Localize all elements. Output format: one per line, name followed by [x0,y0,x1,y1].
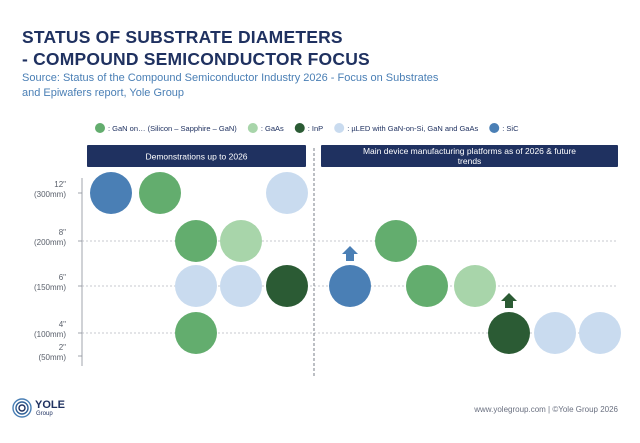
yole-logo-icon [12,398,32,418]
footer-url: www.yolegroup.com | ©Yole Group 2026 [474,405,618,414]
bubble-microled-1-3 [266,172,308,214]
legend-label-sic: : SiC [502,124,519,133]
bubble-sic-2-1 [329,265,371,307]
y-tick-label-8: 8" [59,228,66,237]
panel-header-1: Demonstrations up to 2026 [145,152,247,162]
panel-header-2: Main device manufacturing platforms as o… [363,146,576,166]
y-tick-label-4: 4" [59,320,66,329]
y-tick-label-2: 2" [59,343,66,352]
legend-swatch-microled [334,123,345,133]
chart-title-line-2: - COMPOUND SEMICONDUCTOR FOCUS [22,49,370,69]
legend-label-gaas: : GaAs [261,124,284,133]
y-tick-label-6: 6" [59,273,66,282]
bubble-gan-2-2 [375,220,417,262]
logo-sub: Group [36,410,53,417]
yole-logo: YOLE Group [12,398,65,418]
y-tick-label-12: 12" [54,180,66,189]
bubble-microled-2-7 [579,312,621,354]
panel-header-2-line-1: Main device manufacturing platforms as o… [363,146,576,156]
bubble-gan-1-9 [175,312,217,354]
y-tick-sublabel-2: (50mm) [38,353,66,362]
y-tick-sublabel-4: (100mm) [34,330,66,339]
bubble-inp-2-5 [488,312,530,354]
bubble-microled-1-6 [175,265,217,307]
bubble-inp-1-8 [266,265,308,307]
trend-up-arrow-sic [342,246,358,261]
panel-header-bg-2 [321,145,618,167]
panel-header-2-line-2: trends [458,156,482,166]
y-tick-sublabel-6: (150mm) [34,283,66,292]
legend-swatch-gaas [247,123,258,133]
bubble-gan-1-4 [175,220,217,262]
legend-swatch-inp [294,123,305,133]
bubble-gaas-2-4 [454,265,496,307]
bubble-microled-2-6 [534,312,576,354]
legend-swatch-gan [95,123,105,133]
chart-title-line-1: STATUS OF SUBSTRATE DIAMETERS [22,27,343,47]
chart-subtitle-line-2: and Epiwafers report, Yole Group [22,87,185,99]
legend-label-gan: : GaN on… (Silicon – Sapphire – GaN) [108,124,237,133]
legend-swatch-sic [489,123,500,133]
chart-subtitle-line-1: Source: Status of the Compound Semicondu… [22,72,439,84]
bubble-sic-1-1 [90,172,132,214]
logo-name: YOLE [35,398,65,411]
legend-label-microled: : µLED with GaN-on-Si, GaN and GaAs [347,124,478,133]
y-tick-sublabel-8: (200mm) [34,238,66,247]
bubble-gan-2-3 [406,265,448,307]
bubble-microled-1-7 [220,265,262,307]
bubble-gan-1-2 [139,172,181,214]
panel-header-bg-1 [87,145,306,167]
y-tick-sublabel-12: (300mm) [34,190,66,199]
trend-up-arrow-inp [501,293,517,308]
bubble-gaas-1-5 [220,220,262,262]
legend-label-inp: : InP [308,124,323,133]
